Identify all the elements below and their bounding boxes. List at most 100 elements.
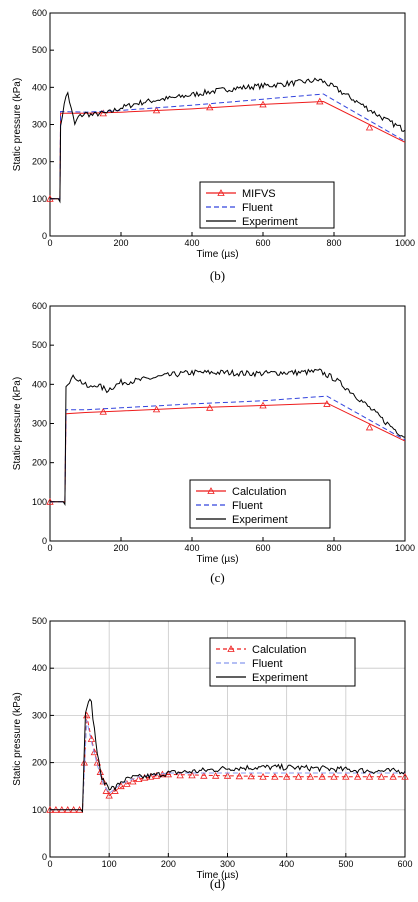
- y-tick-label: 200: [32, 458, 47, 468]
- y-tick-label: 500: [32, 340, 47, 350]
- data-marker: [200, 771, 208, 779]
- y-tick-label: 100: [32, 194, 47, 204]
- data-marker: [90, 748, 99, 756]
- y-axis-label: Static pressure (kPa): [12, 377, 23, 470]
- data-marker: [259, 100, 267, 108]
- data-marker: [117, 782, 125, 790]
- data-marker: [342, 772, 350, 780]
- x-tick-label: 400: [184, 543, 199, 553]
- data-marker: [316, 97, 324, 105]
- x-tick-label: 200: [161, 859, 176, 869]
- y-tick-label: 300: [32, 120, 47, 130]
- data-marker: [206, 103, 214, 111]
- data-marker: [401, 772, 409, 780]
- data-marker: [105, 791, 113, 799]
- data-marker: [152, 106, 161, 114]
- legend-label: Experiment: [252, 672, 308, 684]
- chart-b: 0 200 400 600 800 1000 0 100 200 300 400 500 600 Time…: [12, 8, 415, 283]
- data-marker: [259, 401, 267, 409]
- series-line-experiment: [50, 698, 405, 813]
- x-tick-label: 1000: [395, 543, 415, 553]
- legend-label: Calculation: [252, 644, 306, 656]
- data-marker: [206, 403, 214, 411]
- data-marker: [365, 123, 374, 131]
- x-tick-label: 100: [102, 859, 117, 869]
- y-tick-label: 0: [42, 852, 47, 862]
- y-axis-label: Static pressure (kPa): [12, 692, 23, 785]
- data-marker: [99, 407, 107, 415]
- figure-caption: (d): [210, 876, 225, 891]
- x-tick-label: 200: [113, 543, 128, 553]
- y-tick-label: 500: [32, 45, 47, 55]
- data-marker: [99, 109, 107, 117]
- y-tick-label: 400: [32, 379, 47, 389]
- y-tick-label: 200: [32, 758, 47, 768]
- data-marker: [129, 777, 137, 785]
- chart-c: 0 200 400 600 800 1000 0 100 200 300 400 500 600 Time…: [12, 301, 415, 585]
- legend-label: Fluent: [252, 658, 283, 670]
- data-marker: [353, 772, 362, 780]
- legend-label: MIFVS: [242, 188, 276, 200]
- figure-caption: (c): [210, 570, 224, 585]
- x-tick-label: 0: [47, 859, 52, 869]
- y-tick-label: 100: [32, 805, 47, 815]
- data-marker: [330, 772, 338, 780]
- data-marker: [247, 772, 255, 780]
- data-marker: [282, 772, 291, 780]
- series-line-fluent: [50, 719, 405, 811]
- data-marker: [294, 772, 303, 780]
- legend-label: Experiment: [232, 514, 288, 526]
- legend: Calculation Fluent Experiment: [189, 479, 331, 529]
- legend-label: Calculation: [232, 486, 286, 498]
- x-tick-label: 0: [47, 543, 52, 553]
- series-line-fluent: [50, 395, 405, 503]
- y-tick-label: 500: [32, 616, 47, 626]
- legend-marker: [207, 487, 215, 494]
- data-marker: [123, 780, 131, 787]
- data-marker: [111, 787, 119, 794]
- x-tick-label: 1000: [395, 238, 415, 248]
- y-axis-label: Static pressure (kPa): [12, 78, 23, 171]
- y-tick-label: 400: [32, 82, 47, 92]
- data-marker: [176, 771, 184, 779]
- data-marker: [135, 775, 143, 783]
- x-axis-label: Time (µs): [196, 870, 238, 881]
- y-tick-label: 0: [42, 231, 47, 241]
- data-marker: [235, 772, 244, 780]
- y-tick-label: 200: [32, 157, 47, 167]
- data-marker: [365, 423, 374, 431]
- data-marker: [377, 772, 386, 780]
- data-marker: [323, 400, 331, 407]
- x-tick-label: 200: [113, 238, 128, 248]
- data-marker: [223, 771, 232, 779]
- x-axis-label: Time (µs): [196, 554, 238, 565]
- legend: MIFVS Fluent Experiment: [199, 181, 335, 229]
- legend-label: Experiment: [242, 216, 298, 228]
- figure-caption: (b): [210, 268, 225, 283]
- x-tick-label: 500: [338, 859, 353, 869]
- x-tick-label: 400: [184, 238, 199, 248]
- series-line-fluent: [50, 93, 405, 200]
- y-tick-label: 400: [32, 663, 47, 673]
- legend-box: [199, 181, 335, 229]
- x-tick-label: 0: [47, 238, 52, 248]
- legend-marker: [217, 189, 225, 196]
- series-line-experiment: [50, 368, 405, 506]
- legend-box: [189, 479, 331, 529]
- legend-label: Fluent: [232, 500, 263, 512]
- data-marker: [271, 772, 279, 780]
- data-marker: [306, 772, 315, 780]
- legend: Calculation Fluent Experiment: [209, 637, 356, 687]
- chart-d: 0 100 200 300 400 500 600 0 100 200 300 400 500 Time …: [12, 616, 413, 891]
- data-marker: [158, 770, 167, 778]
- x-axis-label: Time (µs): [196, 249, 238, 260]
- y-tick-label: 0: [42, 536, 47, 546]
- data-marker: [188, 771, 196, 779]
- x-tick-label: 800: [326, 238, 341, 248]
- data-marker: [164, 770, 173, 778]
- y-tick-label: 100: [32, 497, 47, 507]
- x-tick-label: 400: [279, 859, 294, 869]
- legend-box: [209, 637, 356, 687]
- x-tick-label: 800: [326, 543, 341, 553]
